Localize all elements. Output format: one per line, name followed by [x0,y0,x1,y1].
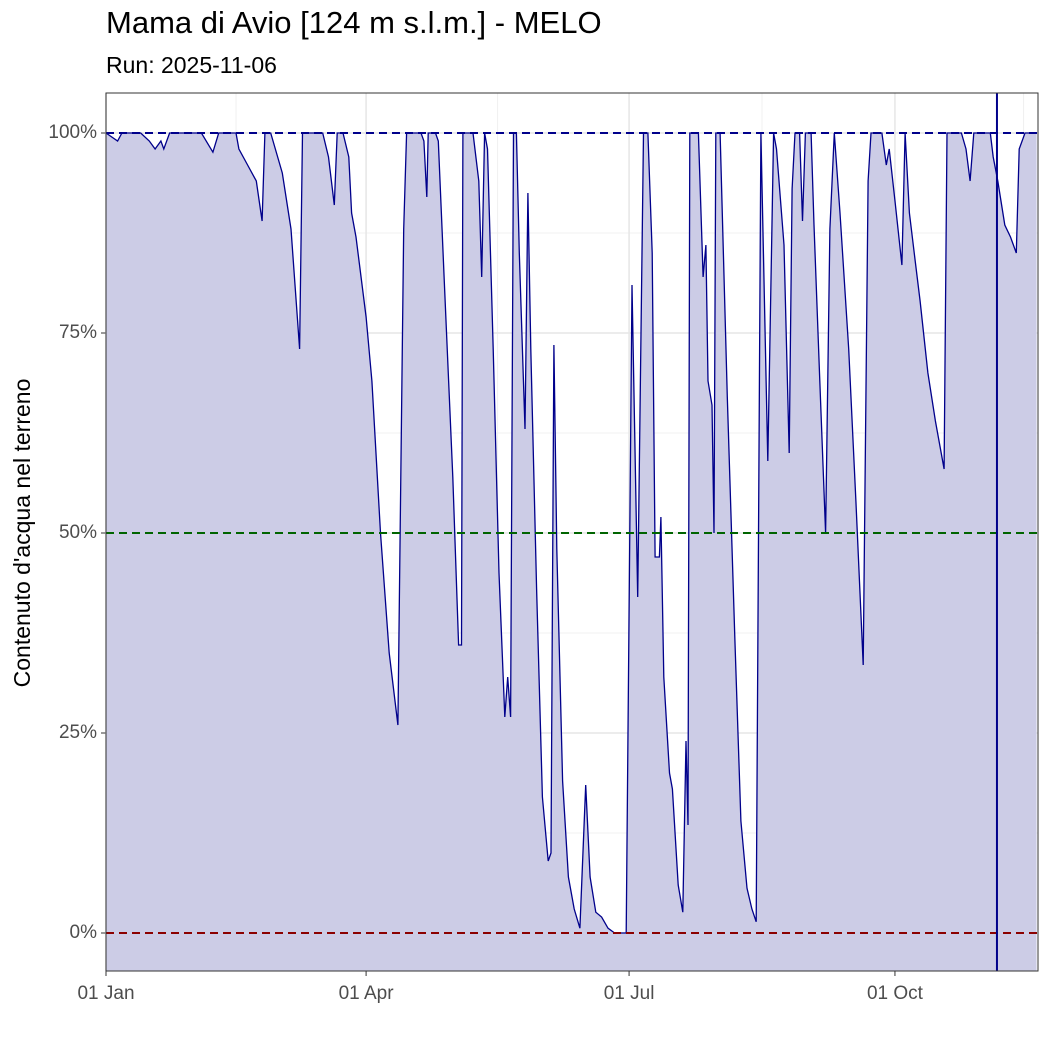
plot-border [105,92,1039,972]
x-tick-label: 01 Apr [339,983,395,1004]
x-tick-label: 01 Oct [867,983,924,1004]
y-tick-label: 25% [59,722,97,743]
y-tick-label: 50% [59,522,97,543]
chart-subtitle: Run: 2025-11-06 [106,52,277,78]
y-tick-label: 75% [59,322,97,343]
y-axis-label: Contenuto d'acqua nel terreno [9,379,35,688]
x-tick-label: 01 Jan [77,983,134,1004]
y-tick-label: 0% [70,922,98,943]
area [106,133,1037,971]
x-tick-label: 01 Jul [604,983,655,1004]
chart-title: Mama di Avio [124 m s.l.m.] - MELO [106,5,602,40]
y-tick-label: 100% [48,122,97,143]
